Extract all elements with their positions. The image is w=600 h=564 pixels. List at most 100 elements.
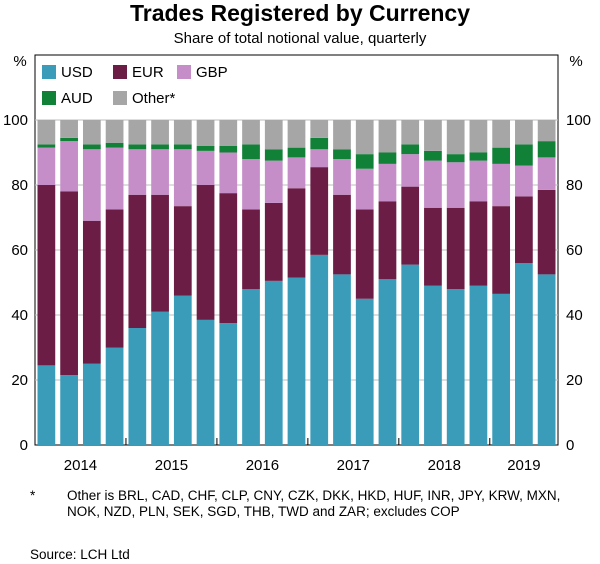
- bar-segment-usd: [401, 264, 420, 446]
- bar-segment-usd: [219, 323, 238, 446]
- bar-segment-usd: [105, 347, 124, 445]
- y-tick-label-right: 20: [566, 372, 583, 389]
- x-tick-label: 2016: [246, 457, 279, 474]
- y-tick-label-right: 80: [566, 177, 583, 194]
- bar-segment-usd: [492, 293, 511, 446]
- x-tick-label: 2014: [64, 457, 97, 474]
- bar-segment-usd: [446, 289, 465, 445]
- legend-swatch: [42, 65, 56, 79]
- bars-layer: [37, 120, 556, 446]
- bar-segment-gbp: [492, 163, 511, 207]
- bar-segment-other: [537, 120, 556, 142]
- bar-segment-eur: [333, 194, 351, 275]
- bar-segment-eur: [537, 189, 556, 275]
- legend-label: USD: [61, 64, 93, 81]
- bar-segment-aud: [196, 146, 215, 151]
- bar-segment-gbp: [196, 150, 215, 186]
- bar-segment-gbp: [446, 162, 465, 208]
- bar-segment-other: [446, 120, 465, 155]
- legend-label: EUR: [132, 64, 164, 81]
- bar-segment-eur: [219, 193, 238, 324]
- bar-segment-usd: [515, 263, 533, 445]
- bar-segment-aud: [333, 149, 351, 159]
- bar-segment-gbp: [355, 168, 374, 210]
- bar-segment-aud: [537, 141, 556, 158]
- y-tick-label-left: 0: [20, 437, 28, 454]
- bar-segment-other: [105, 120, 124, 143]
- bar-segment-aud: [355, 154, 374, 169]
- bar-segment-gbp: [333, 159, 351, 195]
- bar-segment-eur: [401, 186, 420, 265]
- bar-segment-aud: [287, 147, 306, 158]
- bar-segment-other: [128, 120, 147, 145]
- bar-segment-gbp: [424, 160, 442, 208]
- bar-segment-usd: [37, 365, 56, 446]
- bar-segment-gbp: [242, 159, 260, 210]
- bar-segment-usd: [310, 254, 329, 446]
- y-tick-label-left: 100: [3, 112, 28, 129]
- bar-segment-aud: [515, 144, 533, 166]
- legend-swatch: [177, 65, 191, 79]
- bar-segment-usd: [333, 274, 351, 446]
- bar-segment-other: [310, 120, 329, 138]
- bar-segment-usd: [196, 319, 215, 446]
- bar-segment-other: [378, 120, 397, 153]
- bar-segment-other: [242, 120, 260, 145]
- legend-label: Other*: [132, 90, 176, 107]
- bar-segment-usd: [424, 285, 442, 445]
- y-tick-label-left: 80: [11, 177, 28, 194]
- bar-segment-other: [492, 120, 511, 148]
- y-tick-label-right: 100: [566, 112, 591, 129]
- bar-segment-other: [333, 120, 351, 150]
- bar-segment-eur: [492, 206, 511, 294]
- bar-segment-eur: [378, 201, 397, 280]
- legend-swatch: [42, 91, 56, 105]
- bar-segment-other: [60, 120, 78, 138]
- bar-segment-other: [515, 120, 533, 145]
- bar-segment-aud: [401, 144, 420, 155]
- bar-segment-eur: [37, 185, 56, 366]
- bar-segment-gbp: [264, 160, 283, 203]
- bar-segment-aud: [264, 149, 283, 161]
- x-tick-label: 2015: [155, 457, 188, 474]
- footnote-mark: *: [30, 488, 36, 503]
- bar-segment-gbp: [537, 157, 556, 190]
- bar-segment-aud: [60, 137, 78, 142]
- bar-segment-gbp: [151, 149, 169, 195]
- bar-segment-eur: [515, 196, 533, 264]
- legend-label: AUD: [61, 90, 93, 107]
- bar-segment-eur: [424, 207, 442, 286]
- bar-segment-usd: [60, 375, 78, 446]
- bar-segment-aud: [105, 142, 124, 148]
- bar-segment-gbp: [82, 149, 101, 221]
- bar-segment-gbp: [515, 165, 533, 197]
- y-tick-label-left: 20: [11, 372, 28, 389]
- bar-segment-usd: [242, 289, 260, 445]
- bar-segment-eur: [310, 167, 329, 255]
- bar-segment-aud: [446, 154, 465, 163]
- bar-segment-aud: [37, 144, 56, 148]
- bar-segment-usd: [151, 311, 169, 445]
- legend-label: GBP: [196, 64, 228, 81]
- bar-segment-other: [151, 120, 169, 145]
- bar-segment-aud: [173, 144, 192, 150]
- bar-segment-other: [469, 120, 488, 153]
- bar-segment-other: [82, 120, 101, 145]
- bar-segment-other: [173, 120, 192, 145]
- bar-segment-eur: [151, 194, 169, 312]
- bar-segment-other: [401, 120, 420, 145]
- bar-segment-aud: [378, 152, 397, 164]
- bar-segment-gbp: [378, 163, 397, 202]
- bar-segment-usd: [264, 280, 283, 446]
- bar-segment-eur: [242, 209, 260, 290]
- bar-segment-gbp: [128, 149, 147, 195]
- legend: USD EUR GBP AUD Other*: [42, 64, 228, 107]
- x-tick-label: 2017: [337, 457, 370, 474]
- bar-segment-gbp: [287, 157, 306, 189]
- bar-segment-aud: [128, 144, 147, 150]
- y-axis-unit-right: %: [569, 53, 582, 70]
- bar-segment-aud: [151, 144, 169, 150]
- bar-segment-aud: [424, 150, 442, 161]
- bar-segment-usd: [128, 328, 147, 445]
